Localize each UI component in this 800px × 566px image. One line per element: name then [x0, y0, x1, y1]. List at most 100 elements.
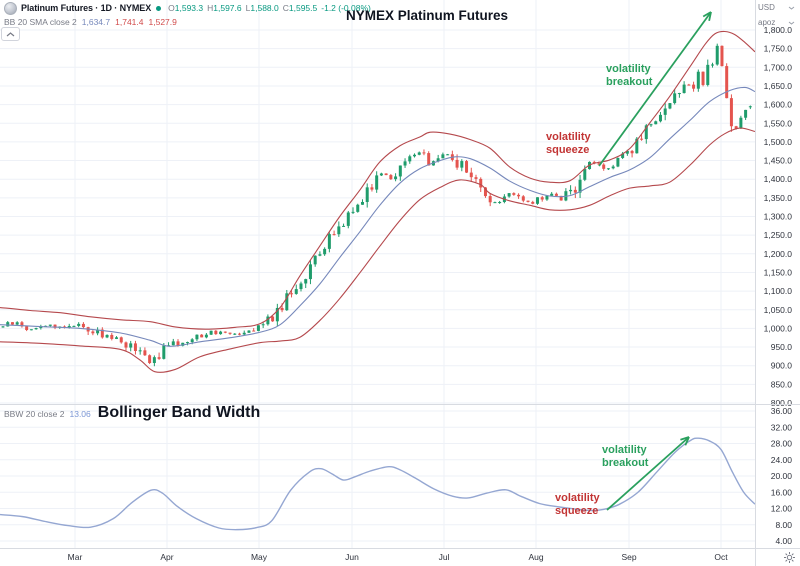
annotation-line: volatility [602, 444, 647, 456]
low-label: L [245, 3, 251, 13]
bbw-pane-title: Bollinger Band Width [97, 404, 261, 421]
price-tick-label: 1,200.0 [764, 249, 793, 259]
bbw-legend: BBW 20 close 2 13.06 Bollinger Band Widt… [4, 404, 260, 422]
bbw-tick-label: 32.00 [771, 422, 793, 432]
chart-title: NYMEX Platinum Futures [346, 8, 509, 23]
time-scale[interactable] [0, 549, 800, 566]
price-tick-label: 1,350.0 [764, 193, 793, 203]
price-tick-label: 1,800.0 [764, 25, 793, 35]
bbw-tick-label: 24.00 [771, 455, 793, 465]
price-tick-label: 850.0 [771, 379, 793, 389]
bbw-line [0, 437, 756, 531]
close-label: C [282, 3, 289, 13]
annotation-line: squeeze [546, 143, 590, 156]
axis-tick-labels: 1,800.0 1,750.0 1,700.0 1,650.0 1,600.0 1,550… [68, 25, 793, 562]
bb-basis-line [0, 86, 756, 347]
open-value: 1,593.3 [174, 3, 204, 13]
gridlines [0, 0, 755, 549]
price-tick-label: 1,450.0 [764, 156, 793, 166]
symbol-row: Platinum Futures · 1D · NYMEX O 1,593.3 H… [4, 1, 375, 15]
month-label: Jul [439, 552, 450, 562]
month-label: Aug [528, 552, 543, 562]
bbw-indicator-label[interactable]: BBW 20 close 2 [4, 409, 65, 419]
annotation-line: breakout [606, 75, 653, 88]
currency-toggle[interactable]: USD [758, 2, 795, 13]
candlestick-series [1, 43, 752, 367]
open-label: O [168, 3, 175, 13]
annotation-line: volatility [546, 131, 591, 143]
bbw-tick-label: 12.00 [771, 504, 793, 514]
price-scale-header: USD apoz [758, 2, 795, 28]
bbw-tick-label: 36.00 [771, 406, 793, 416]
annotation-line: breakout [602, 456, 649, 469]
price-tick-label: 950.0 [771, 342, 793, 352]
month-label: Jun [345, 552, 359, 562]
bbw-tick-label: 8.00 [775, 520, 792, 530]
bb-indicator-label[interactable]: BB 20 SMA close 2 [4, 16, 77, 27]
bb-indicator-row: BB 20 SMA close 2 1,634.7 1,741.4 1,527.… [4, 16, 375, 27]
trend-arrow[interactable] [598, 11, 712, 167]
low-value: 1,588.0 [250, 3, 279, 13]
chevron-up-icon [6, 31, 15, 36]
price-tick-label: 1,150.0 [764, 267, 793, 277]
price-tick-label: 1,600.0 [764, 100, 793, 110]
annotation-line: volatility [606, 63, 651, 75]
bbw-tick-label: 28.00 [771, 439, 793, 449]
gear-icon [784, 552, 795, 563]
bbw-tick-label: 20.00 [771, 471, 793, 481]
annotation-line: squeeze [555, 504, 599, 517]
bb-upper-line [0, 30, 756, 330]
price-tick-label: 1,050.0 [764, 305, 793, 315]
unit-label: apoz [758, 18, 776, 27]
price-tick-label: 1,300.0 [764, 212, 793, 222]
trend-arrow[interactable] [606, 436, 690, 511]
bbw-tick-label: 4.00 [775, 536, 792, 546]
price-tick-label: 1,550.0 [764, 118, 793, 128]
price-tick-label: 1,700.0 [764, 62, 793, 72]
price-tick-label: 1,100.0 [764, 286, 793, 296]
symbol-logo-icon [4, 1, 17, 15]
high-value: 1,597.6 [213, 3, 242, 13]
month-label: Mar [68, 552, 83, 562]
price-tick-label: 1,500.0 [764, 137, 793, 147]
unit-toggle[interactable]: apoz [758, 17, 795, 28]
pane-collapse-button[interactable] [1, 27, 20, 41]
price-tick-label: 1,400.0 [764, 174, 793, 184]
bb-basis-value: 1,634.7 [81, 16, 111, 27]
annotation-volatility-breakout[interactable]: volatility breakout [606, 63, 652, 88]
price-tick-label: 800.0 [771, 398, 793, 408]
symbol-title[interactable]: Platinum Futures · 1D · NYMEX [21, 3, 152, 13]
bbw-value: 13.06 [69, 409, 91, 419]
month-label: Sep [621, 552, 636, 562]
bbw-tick-label: 16.00 [771, 487, 793, 497]
price-tick-label: 1,650.0 [764, 81, 793, 91]
main-legend: Platinum Futures · 1D · NYMEX O 1,593.3 H… [4, 1, 375, 27]
price-tick-label: 1,250.0 [764, 230, 793, 240]
bb-upper-value: 1,741.4 [115, 16, 144, 27]
chevron-down-icon [788, 6, 795, 10]
price-scale[interactable] [756, 0, 800, 548]
annotation-volatility-breakout[interactable]: volatility breakout [602, 444, 648, 469]
ohlc-values: O 1,593.3 H 1,597.6 L 1,588.0 C 1,595.5 -1.2… [168, 3, 375, 13]
bollinger-bands [0, 30, 756, 373]
price-tick-label: 1,750.0 [764, 44, 793, 54]
timezone-settings-icon[interactable] [783, 551, 796, 564]
month-label: May [251, 552, 268, 562]
bb-lower-line [0, 127, 756, 373]
month-label: Oct [714, 552, 728, 562]
price-tick-label: 1,000.0 [764, 323, 793, 333]
annotation-volatility-squeeze[interactable]: volatility squeeze [555, 492, 600, 517]
month-label: Apr [160, 552, 173, 562]
high-label: H [207, 3, 214, 13]
annotation-volatility-squeeze[interactable]: volatility squeeze [546, 131, 591, 156]
close-value: 1,595.5 [288, 3, 318, 13]
bb-lower-value: 1,527.9 [148, 16, 177, 27]
currency-label: USD [758, 3, 775, 12]
market-open-icon[interactable] [156, 5, 162, 11]
price-tick-label: 900.0 [771, 361, 793, 371]
chevron-down-icon [788, 21, 795, 25]
annotation-line: volatility [555, 492, 600, 504]
